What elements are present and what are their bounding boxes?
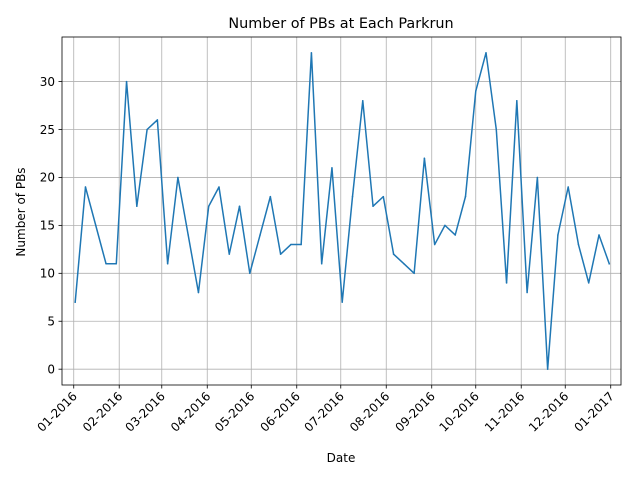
- x-tick-label: 04-2016: [168, 389, 213, 434]
- data-point: [587, 282, 590, 284]
- x-tick-label: 10-2016: [437, 389, 482, 434]
- data-point: [331, 167, 333, 169]
- chart-title: Number of PBs at Each Parkrun: [228, 16, 453, 32]
- y-tick-label: 10: [40, 267, 55, 281]
- data-point: [310, 52, 313, 54]
- data-point: [351, 195, 354, 198]
- data-point: [74, 301, 76, 303]
- data-point: [372, 205, 374, 207]
- y-tick-label: 25: [40, 123, 55, 137]
- data-point: [238, 205, 241, 207]
- data-point: [382, 195, 385, 198]
- data-point: [454, 234, 456, 236]
- x-tick-label: 01-2016: [35, 389, 80, 434]
- data-point: [546, 368, 549, 370]
- data-point: [526, 291, 528, 294]
- data-point: [403, 262, 405, 265]
- data-point: [567, 186, 569, 188]
- x-tick-label: 05-2016: [212, 389, 257, 434]
- data-point: [197, 291, 200, 294]
- data-point: [341, 301, 343, 303]
- data-point: [207, 205, 210, 207]
- data-point: [269, 195, 272, 198]
- data-point: [505, 282, 508, 284]
- data-point: [413, 272, 415, 275]
- data-point: [464, 195, 467, 198]
- data-point: [279, 253, 282, 255]
- data-point: [259, 234, 261, 236]
- data-point: [516, 100, 518, 102]
- data-point: [218, 186, 220, 188]
- data-point: [536, 176, 539, 179]
- data-point: [557, 234, 559, 236]
- data-point: [433, 243, 436, 246]
- data-point: [485, 52, 487, 54]
- data-point: [475, 90, 477, 92]
- data-point: [249, 272, 251, 275]
- data-point: [105, 262, 107, 265]
- x-tick-label: 11-2016: [482, 389, 527, 434]
- x-axis-label: Date: [327, 451, 356, 465]
- data-point: [290, 243, 292, 246]
- data-point: [84, 186, 87, 188]
- data-point: [362, 100, 364, 102]
- x-tick-label: 12-2016: [526, 389, 571, 434]
- data-point: [166, 262, 169, 265]
- x-tick-label: 02-2016: [80, 389, 125, 434]
- series-layer: [74, 52, 611, 370]
- data-point: [598, 234, 600, 236]
- data-point: [177, 176, 179, 179]
- data-point: [115, 262, 118, 265]
- data-point: [187, 234, 189, 236]
- data-point: [495, 128, 498, 131]
- data-point: [577, 243, 580, 246]
- y-tick-label: 20: [40, 171, 55, 185]
- data-point: [95, 224, 97, 227]
- data-point: [300, 243, 302, 246]
- data-point: [608, 262, 611, 265]
- series-line: [74, 52, 611, 370]
- y-tick-label: 30: [40, 75, 55, 89]
- y-tick-label: 5: [47, 315, 55, 329]
- y-tick-label: 15: [40, 219, 55, 233]
- data-point: [146, 128, 148, 131]
- x-tick-label: 08-2016: [347, 389, 392, 434]
- x-tick-label: 01-2017: [571, 389, 616, 434]
- grid-lines: [62, 37, 621, 385]
- data-point: [320, 262, 323, 265]
- data-point: [125, 80, 128, 83]
- x-tick-label: 03-2016: [123, 389, 168, 434]
- x-tick-label: 07-2016: [302, 389, 347, 434]
- plot-frame: [61, 36, 622, 386]
- data-point: [228, 253, 231, 255]
- data-point: [136, 205, 138, 207]
- y-tick-label: 0: [47, 362, 55, 376]
- y-axis-label: Number of PBs: [14, 167, 28, 256]
- data-point: [423, 157, 426, 160]
- x-tick-label: 09-2016: [392, 389, 437, 434]
- x-tick-label: 06-2016: [258, 389, 303, 434]
- data-point: [156, 119, 159, 121]
- data-point: [392, 253, 395, 255]
- data-point: [444, 224, 446, 227]
